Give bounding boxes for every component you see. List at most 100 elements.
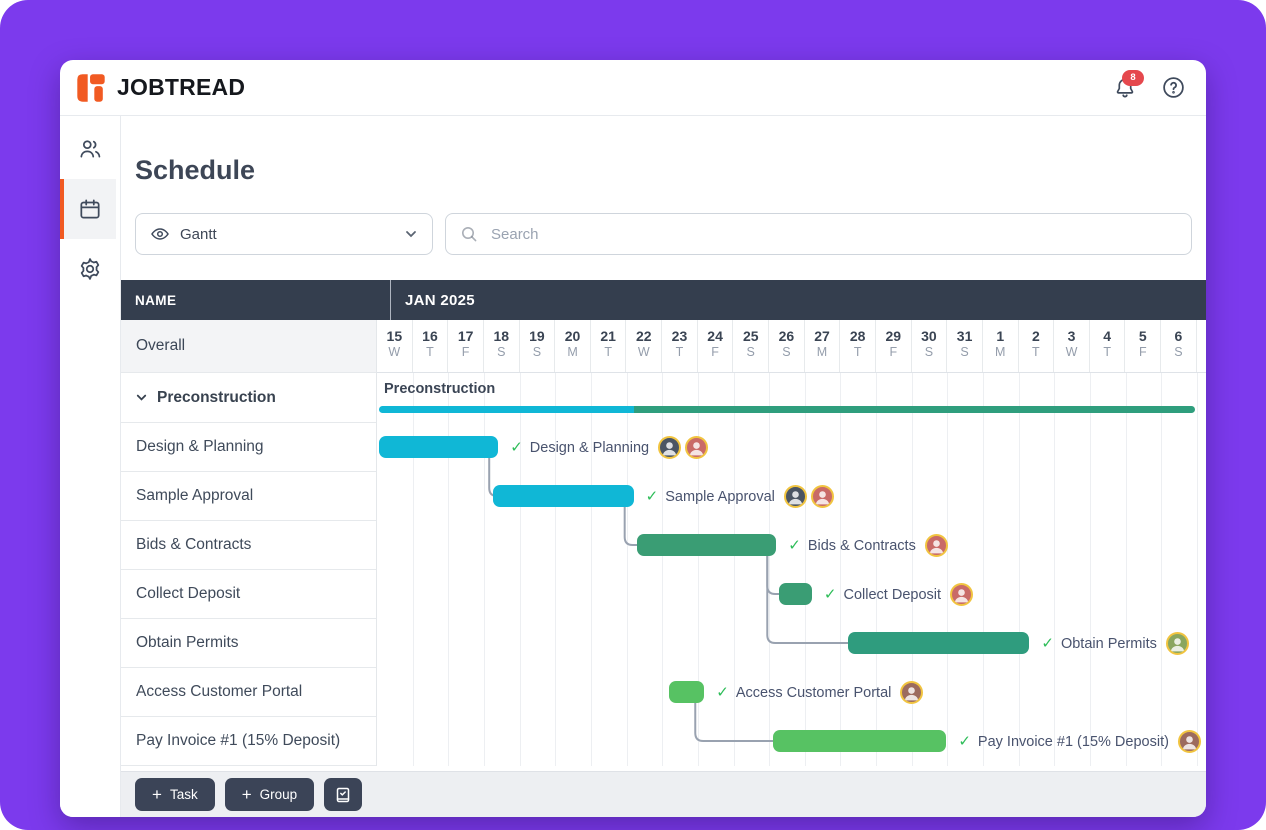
gantt-bar-bids[interactable] bbox=[636, 534, 777, 556]
day-header-cell: 27 M bbox=[805, 320, 841, 372]
gantt-bar-label: Collect Deposit bbox=[843, 586, 942, 603]
gantt-row-obtain: ✓ Obtain Permits bbox=[377, 619, 1206, 668]
row-label-access[interactable]: Access Customer Portal bbox=[121, 668, 376, 717]
plus-icon: + bbox=[241, 784, 252, 804]
app-window: JOBTREAD 8 bbox=[60, 60, 1206, 817]
name-column-header: NAME bbox=[135, 292, 177, 308]
gantt-bar-sample[interactable] bbox=[492, 485, 634, 507]
schedule-table: NAME JAN 2025 Overall Preconstruction Des… bbox=[121, 280, 1206, 766]
assignee-avatars bbox=[658, 436, 709, 459]
assignee-avatars bbox=[924, 534, 948, 557]
gantt-row-collect: ✓ Collect Deposit bbox=[377, 570, 1206, 619]
gantt-row-bids: ✓ Bids & Contracts bbox=[377, 521, 1206, 570]
top-bar: JOBTREAD 8 bbox=[60, 60, 1206, 116]
day-header-cell: 24 F bbox=[698, 320, 734, 372]
completed-check-icon: ✓ bbox=[823, 586, 837, 603]
help-button[interactable] bbox=[1160, 75, 1186, 101]
checklist-icon bbox=[334, 786, 352, 804]
plus-icon: + bbox=[152, 784, 162, 804]
add-task-button[interactable]: + Task bbox=[135, 778, 215, 811]
day-header-cell: 25 S bbox=[733, 320, 770, 372]
table-header: NAME JAN 2025 bbox=[121, 280, 1206, 320]
day-header-strip: 15 W 16 T 17 F 18 S 19 S 20 M 21 T 22 W 23 T 24 F 25 S 26 S 27 M 2… bbox=[377, 320, 1206, 373]
day-header-cell: 16 T bbox=[413, 320, 449, 372]
assignee-avatar bbox=[658, 436, 682, 459]
chevron-down-icon bbox=[404, 227, 418, 241]
assignee-avatar bbox=[783, 485, 807, 508]
gear-icon bbox=[77, 256, 103, 282]
row-label-overall[interactable]: Overall bbox=[121, 320, 376, 373]
page-title: Schedule bbox=[135, 155, 256, 185]
gantt-bar-access[interactable] bbox=[669, 681, 705, 703]
assignee-avatar bbox=[1165, 632, 1189, 655]
assignee-avatars bbox=[783, 485, 834, 508]
gantt-row-sample: ✓ Sample Approval bbox=[377, 472, 1206, 521]
gantt-bar-meta: ✓ Pay Invoice #1 (15% Deposit) bbox=[958, 717, 1201, 766]
gantt-bar-label: Pay Invoice #1 (15% Deposit) bbox=[977, 733, 1169, 750]
eye-icon bbox=[150, 224, 170, 244]
assignee-avatars bbox=[1165, 632, 1189, 655]
gantt-bar-collect[interactable] bbox=[778, 583, 812, 605]
group-progress-bar[interactable] bbox=[379, 406, 1195, 413]
assignee-avatars bbox=[950, 583, 974, 606]
gantt-bar-meta: ✓ Access Customer Portal bbox=[716, 668, 924, 717]
jobtread-logo-icon bbox=[74, 71, 108, 105]
baseline-toggle-button[interactable] bbox=[324, 778, 363, 811]
completed-check-icon: ✓ bbox=[788, 537, 801, 554]
people-icon bbox=[77, 136, 103, 162]
completed-check-icon: ✓ bbox=[510, 439, 523, 456]
group-bar-label: Preconstruction bbox=[384, 381, 496, 397]
gantt-bar-pay[interactable] bbox=[772, 730, 947, 752]
assignee-avatar bbox=[1177, 730, 1201, 753]
sidebar-item-schedule[interactable] bbox=[60, 179, 116, 239]
side-navigation bbox=[60, 116, 121, 817]
bottom-toolbar: + Task + Group bbox=[121, 771, 1206, 817]
row-label-group[interactable]: Preconstruction bbox=[121, 373, 376, 423]
add-group-button[interactable]: + Group bbox=[224, 778, 315, 811]
gantt-bar-obtain[interactable] bbox=[847, 632, 1030, 654]
day-header-cell: 20 M bbox=[555, 320, 591, 372]
row-label-pay[interactable]: Pay Invoice #1 (15% Deposit) bbox=[121, 717, 376, 766]
chevron-down-icon bbox=[135, 391, 148, 404]
row-label-collect[interactable]: Collect Deposit bbox=[121, 570, 376, 619]
gantt-rows: Preconstruction ✓ Design & Planning ✓ Sample… bbox=[377, 373, 1206, 766]
assignee-avatar bbox=[950, 583, 974, 606]
search-input[interactable] bbox=[489, 224, 1178, 244]
month-column-header: JAN 2025 bbox=[390, 280, 1206, 320]
completed-check-icon: ✓ bbox=[1041, 635, 1054, 652]
search-box bbox=[445, 213, 1192, 255]
gantt-row-pay: ✓ Pay Invoice #1 (15% Deposit) bbox=[377, 717, 1206, 766]
assignee-avatars bbox=[1177, 730, 1201, 753]
day-header-cell: 22 W bbox=[626, 320, 663, 372]
gantt-row-design: ✓ Design & Planning bbox=[377, 423, 1206, 472]
gantt-bar-meta: ✓ Design & Planning bbox=[510, 423, 709, 472]
row-label-bids[interactable]: Bids & Contracts bbox=[121, 521, 376, 570]
row-label-sample[interactable]: Sample Approval bbox=[121, 472, 376, 521]
row-label-design[interactable]: Design & Planning bbox=[121, 423, 376, 472]
day-header-cell: 19 S bbox=[520, 320, 556, 372]
sidebar-item-contacts[interactable] bbox=[60, 119, 116, 179]
day-header-cell: 26 S bbox=[769, 320, 805, 372]
row-label-obtain[interactable]: Obtain Permits bbox=[121, 619, 376, 668]
gantt-bar-design[interactable] bbox=[378, 436, 499, 458]
gantt-bar-meta: ✓ Collect Deposit bbox=[823, 570, 974, 619]
notification-badge: 8 bbox=[1122, 69, 1144, 86]
day-header-cell: 21 T bbox=[591, 320, 627, 372]
sidebar-item-settings[interactable] bbox=[60, 239, 116, 299]
view-select[interactable]: Gantt bbox=[135, 213, 433, 255]
calendar-icon bbox=[77, 196, 103, 222]
completed-check-icon: ✓ bbox=[645, 488, 659, 505]
assignee-avatar bbox=[685, 436, 709, 459]
day-header-cell: 29 F bbox=[876, 320, 912, 372]
day-header-cell: 31 S bbox=[947, 320, 983, 372]
gantt-bar-label: Obtain Permits bbox=[1060, 635, 1157, 652]
day-header-cell: 23 T bbox=[662, 320, 698, 372]
gantt-bar-label: Design & Planning bbox=[529, 439, 650, 456]
notifications-button[interactable]: 8 bbox=[1112, 69, 1144, 101]
